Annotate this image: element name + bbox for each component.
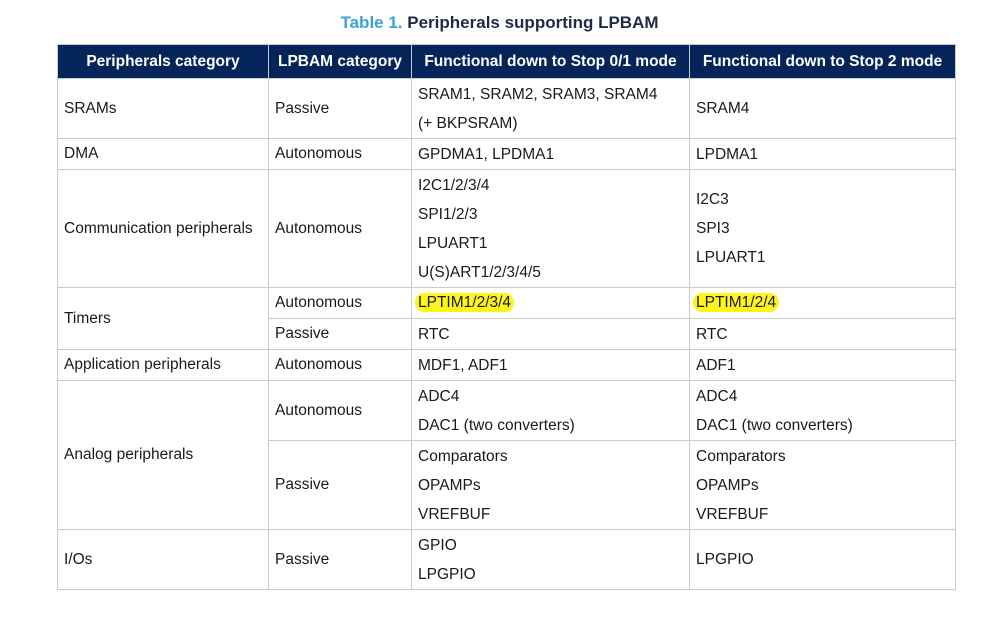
table-title: Peripherals supporting LPBAM [407,13,659,32]
cell-line: GPIO [418,536,457,554]
category-cell: DMA [57,138,269,170]
category-cell: Timers [57,287,269,350]
cell-line: DAC1 (two converters) [696,416,853,434]
table-row: Passive Comparators OPAMPs VREFBUF Compa… [58,440,956,530]
stop2-cell: LPTIM1/2/4 [689,287,956,319]
cell-line: LPUART1 [696,249,766,266]
cell-line: LPGPIO [696,551,754,568]
lpbam-cell: Passive [268,78,412,139]
table-caption: Table 1. Peripherals supporting LPBAM [0,12,999,34]
cell-line: RTC [418,325,450,343]
category-cell: Communication peripherals [57,169,269,288]
cell-line: I2C3 [696,191,729,208]
stop2-cell: LPGPIO [689,529,956,590]
cell-line: OPAMPs [418,476,481,494]
cell-line: SPI3 [696,220,730,237]
cell-line: GPDMA1, LPDMA1 [418,145,555,163]
lpbam-cell: Autonomous [268,349,412,381]
table-row: Passive RTC RTC [58,318,956,350]
table-row: DMA Autonomous GPDMA1, LPDMA1 LPDMA1 [57,138,956,170]
cell-line: SRAM4 [696,100,750,117]
stop2-cell: ADF1 [689,349,956,381]
stop01-cell: MDF1, ADF1 [411,349,690,381]
table-row: I/Os Passive GPIO LPGPIO LPGPIO [57,529,956,590]
stop2-cell: I2C3 SPI3 LPUART1 [689,169,956,288]
cell-line: VREFBUF [696,505,769,523]
header-stop01-mode: Functional down to Stop 0/1 mode [411,44,690,79]
peripherals-table: Peripherals category LPBAM category Func… [57,44,956,590]
stop01-cell: GPDMA1, LPDMA1 [411,138,690,170]
cell-line: Comparators [418,447,508,465]
table-header-row: Peripherals category LPBAM category Func… [57,44,956,79]
lpbam-cell: Passive [268,440,412,530]
cell-line: VREFBUF [418,505,491,523]
cell-line: ADC4 [696,387,738,405]
cell-line: MDF1, ADF1 [418,356,508,374]
table-row: Communication peripherals Autonomous I2C… [57,169,956,288]
cell-line: LPUART1 [418,234,488,252]
table-number: Table 1. [340,13,403,32]
lpbam-cell: Autonomous [268,287,412,319]
stop01-cell: I2C1/2/3/4 SPI1/2/3 LPUART1 U(S)ART1/2/3… [411,169,690,288]
table-row: Timers Autonomous LPTIM1/2/3/4 LPTIM1/2/… [57,287,956,350]
cell-line: Comparators [696,447,786,465]
cell-line: DAC1 (two converters) [418,416,575,434]
cell-line: SRAM1, SRAM2, SRAM3, SRAM4 [418,85,658,103]
cell-line: RTC [696,325,728,343]
highlighted-text: LPTIM1/2/3/4 [415,293,515,312]
lpbam-cell: Autonomous [268,138,412,170]
stop01-cell: GPIO LPGPIO [411,529,690,590]
lpbam-cell: Passive [268,529,412,590]
stop2-cell: ADC4 DAC1 (two converters) [689,380,956,441]
cell-line: LPGPIO [418,565,476,583]
table-row: Application peripherals Autonomous MDF1,… [57,349,956,381]
cell-line: SPI1/2/3 [418,205,478,223]
stop01-cell: LPTIM1/2/3/4 [411,287,690,319]
stop01-cell: Comparators OPAMPs VREFBUF [411,440,690,530]
stop2-cell: LPDMA1 [689,138,956,170]
stop01-cell: SRAM1, SRAM2, SRAM3, SRAM4 (+ BKPSRAM) [411,78,690,139]
cell-line: ADC4 [418,387,460,405]
cell-line: ADF1 [696,356,736,374]
category-cell: Application peripherals [57,349,269,381]
lpbam-cell: Passive [268,318,412,350]
cell-line: I2C1/2/3/4 [418,176,490,194]
table-row: Analog peripherals Autonomous ADC4 DAC1 … [57,380,956,530]
stop2-cell: Comparators OPAMPs VREFBUF [689,440,956,530]
lpbam-cell: Autonomous [268,380,412,441]
cell-line: OPAMPs [696,476,759,494]
stop2-cell: RTC [689,318,956,350]
category-cell: SRAMs [57,78,269,139]
cell-line: U(S)ART1/2/3/4/5 [418,263,541,281]
category-cell: I/Os [57,529,269,590]
stop01-cell: RTC [411,318,690,350]
header-stop2-mode: Functional down to Stop 2 mode [689,44,956,79]
highlighted-text: LPTIM1/2/4 [693,293,780,312]
table-row: SRAMs Passive SRAM1, SRAM2, SRAM3, SRAM4… [57,78,956,139]
cell-line: (+ BKPSRAM) [418,114,518,132]
cell-line: LPDMA1 [696,145,759,163]
lpbam-cell: Autonomous [268,169,412,288]
header-lpbam-category: LPBAM category [268,44,412,79]
stop01-cell: ADC4 DAC1 (two converters) [411,380,690,441]
category-cell: Analog peripherals [57,380,269,530]
header-peripherals-category: Peripherals category [57,44,269,79]
stop2-cell: SRAM4 [689,78,956,139]
